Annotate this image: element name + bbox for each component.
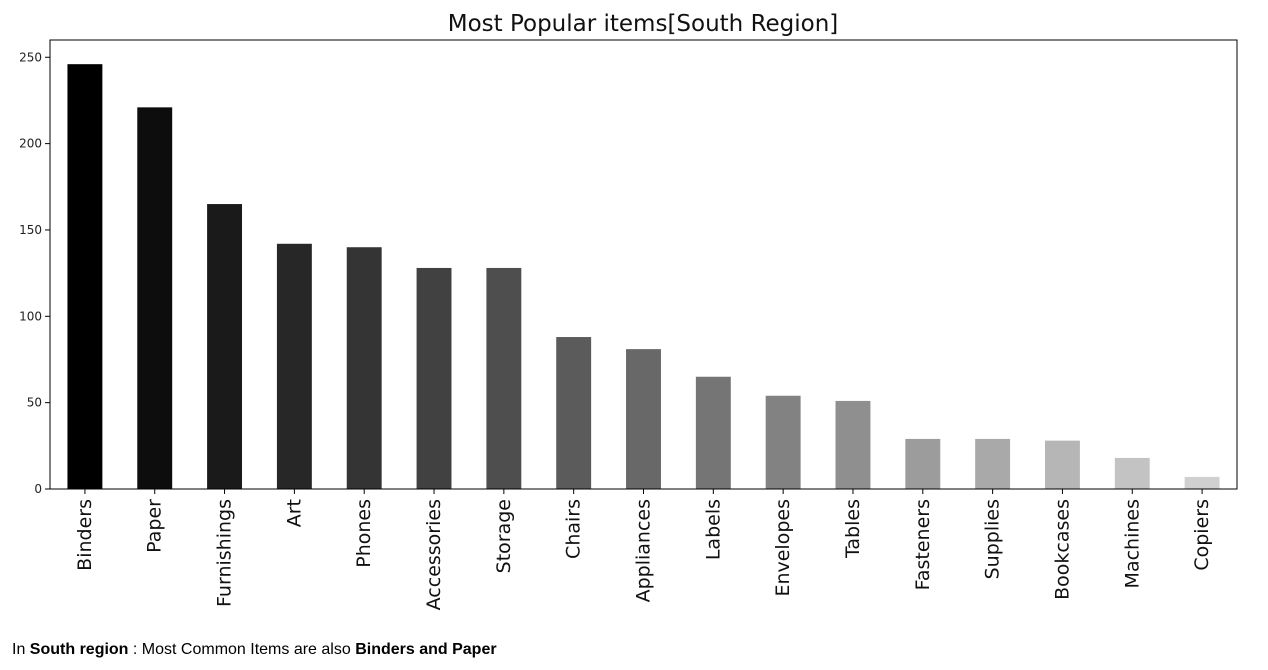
y-tick-label: 0 xyxy=(34,482,42,496)
x-tick-label: Art xyxy=(283,499,305,527)
caption: In South region : Most Common Items are … xyxy=(12,641,497,659)
x-tick-label: Storage xyxy=(493,499,515,573)
x-tick-label: Labels xyxy=(702,499,724,560)
x-tick-label: Chairs xyxy=(563,499,585,559)
x-axis: Binders Paper Furnishings Art Phones Accessor… xyxy=(74,489,1213,610)
bar-furnishings xyxy=(207,204,243,490)
bar-labels xyxy=(695,376,731,489)
caption-items: Binders and Paper xyxy=(355,641,497,658)
y-tick-label: 150 xyxy=(19,223,42,237)
bar-chairs xyxy=(556,337,592,489)
x-tick-label: Supplies xyxy=(982,499,1004,579)
chart-title: Most Popular items[South Region] xyxy=(448,11,839,37)
bar-accessories xyxy=(416,267,452,489)
bar-storage xyxy=(486,267,522,489)
x-tick-label: Copiers xyxy=(1191,499,1213,571)
x-tick-label: Paper xyxy=(144,499,166,553)
caption-middle: : Most Common Items are also xyxy=(128,641,356,658)
plot-frame xyxy=(49,39,1238,490)
bar-envelopes xyxy=(765,395,801,489)
caption-region: South region xyxy=(29,641,129,658)
caption-prefix: In xyxy=(12,641,30,658)
y-tick-label: 50 xyxy=(27,396,42,410)
x-tick-label: Furnishings xyxy=(214,499,236,607)
y-tick-label: 250 xyxy=(19,50,42,64)
x-tick-label: Accessories xyxy=(423,499,445,610)
y-tick-label: 200 xyxy=(19,137,42,151)
bar-art xyxy=(276,243,312,489)
x-tick-label: Machines xyxy=(1121,499,1143,588)
x-tick-label: Appliances xyxy=(633,499,655,602)
bar-chart: Most Popular items[South Region] 0 50 100 1… xyxy=(19,11,1238,610)
bar-machines xyxy=(1114,457,1150,489)
bar-paper xyxy=(137,107,173,489)
bars-group xyxy=(67,64,1220,490)
y-axis: 0 50 100 150 200 250 xyxy=(19,50,50,496)
x-tick-label: Envelopes xyxy=(772,499,794,597)
x-tick-label: Fasteners xyxy=(912,499,934,590)
bar-copiers xyxy=(1184,476,1220,489)
bar-bookcases xyxy=(1044,440,1080,489)
bar-binders xyxy=(67,64,103,489)
x-tick-label: Binders xyxy=(74,499,96,571)
x-tick-label: Tables xyxy=(842,499,864,559)
bar-supplies xyxy=(975,438,1011,489)
x-tick-label: Bookcases xyxy=(1051,499,1073,600)
bar-fasteners xyxy=(905,438,941,489)
x-tick-label: Phones xyxy=(353,499,375,568)
y-tick-label: 100 xyxy=(19,309,42,323)
bar-tables xyxy=(835,400,871,489)
bar-appliances xyxy=(626,349,661,489)
bar-phones xyxy=(346,247,382,489)
